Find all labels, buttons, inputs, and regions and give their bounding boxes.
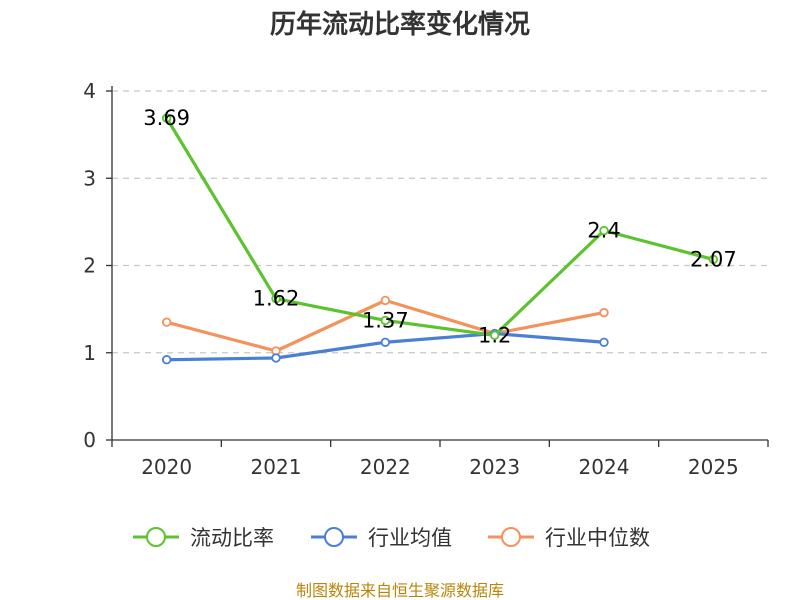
x-tick-label: 2020	[141, 455, 192, 479]
legend-marker	[324, 527, 344, 547]
data-point[interactable]	[271, 293, 281, 304]
legend[interactable]: 流动比率 行业均值 行业中位数	[133, 526, 650, 550]
legend-item[interactable]: 行业均值	[311, 526, 452, 550]
data-label: 1.2	[478, 323, 511, 347]
x-tick-label: 2025	[688, 455, 739, 479]
data-point[interactable]	[708, 254, 719, 265]
data-label: 3.69	[143, 106, 190, 130]
y-tick-label: 2	[83, 254, 96, 278]
data-point[interactable]	[489, 330, 500, 340]
legend-item[interactable]: 行业中位数	[488, 526, 650, 550]
chart-title: 历年流动比率变化情况	[270, 9, 530, 40]
series-0	[161, 113, 719, 340]
series-line	[165, 117, 714, 337]
y-tick-label: 3	[83, 166, 96, 190]
data-point[interactable]	[271, 353, 281, 363]
data-point[interactable]	[161, 355, 172, 365]
legend-marker	[146, 527, 166, 547]
data-label: 1.62	[253, 287, 300, 311]
y-tick-label: 4	[83, 79, 96, 103]
y-tick-label: 1	[83, 341, 96, 365]
data-label: 1.37	[362, 308, 409, 332]
data-point[interactable]	[380, 315, 391, 326]
data-point[interactable]	[161, 113, 172, 123]
series-lines	[161, 113, 719, 365]
legend-marker	[501, 527, 521, 547]
data-point[interactable]	[599, 307, 609, 318]
x-tick-label: 2022	[360, 455, 411, 479]
data-point[interactable]	[380, 337, 391, 347]
source-note: 制图数据来自恒生聚源数据库	[296, 581, 504, 600]
legend-label: 流动比率	[190, 526, 274, 550]
x-tick-label: 2021	[251, 455, 302, 479]
data-point[interactable]	[380, 295, 391, 306]
axes: 0 1 2 3 4 2020 2021 2022 2023 2024 2025	[83, 79, 769, 479]
data-labels: 3.69 1.62 1.37 1.2 2.4 2.07	[143, 106, 736, 347]
data-point[interactable]	[599, 337, 609, 347]
data-label: 2.07	[690, 247, 737, 271]
data-point[interactable]	[599, 225, 609, 236]
data-point[interactable]	[161, 317, 172, 327]
series-1	[161, 328, 609, 365]
data-label: 2.4	[587, 219, 620, 243]
grid-lines	[112, 90, 768, 354]
x-tick-label: 2024	[579, 455, 630, 479]
legend-label: 行业均值	[368, 526, 452, 550]
y-tick-label: 0	[83, 428, 96, 452]
legend-item[interactable]: 流动比率	[133, 526, 274, 550]
x-tick-label: 2023	[469, 455, 520, 479]
legend-label: 行业中位数	[545, 526, 650, 550]
